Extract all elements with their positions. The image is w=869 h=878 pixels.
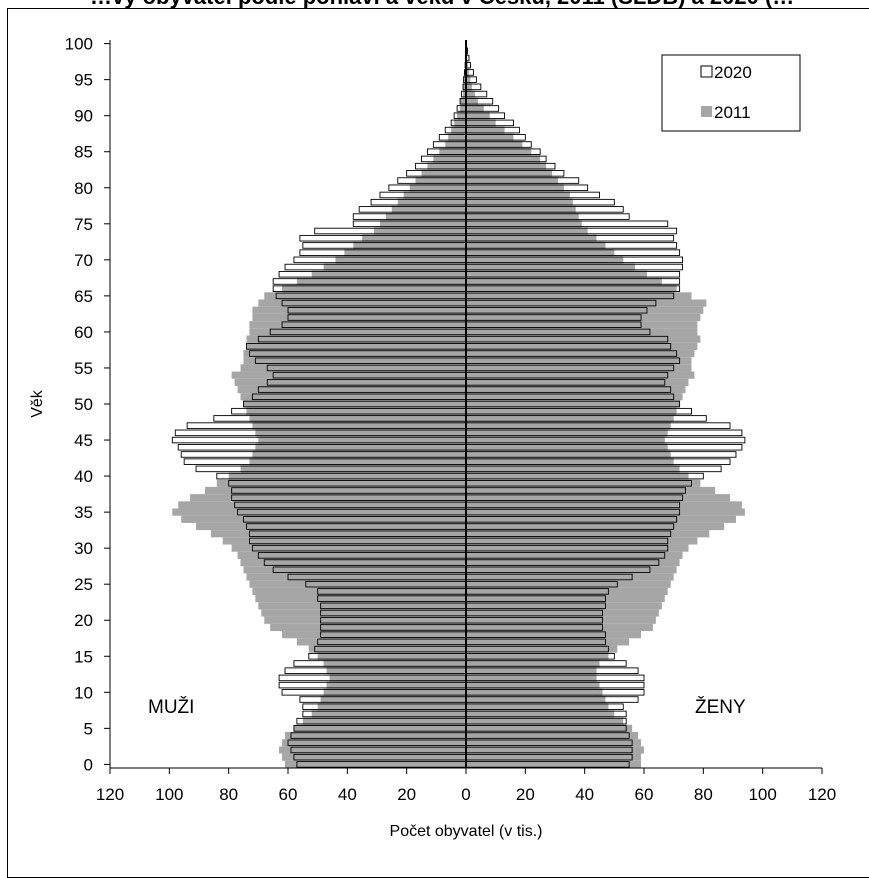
x-tick-label: 120 [808, 785, 836, 804]
y-tick-label: 45 [74, 431, 93, 450]
x-tick-label: 40 [338, 785, 357, 804]
y-tick-label: 90 [74, 107, 93, 126]
y-tick-label: 35 [74, 503, 93, 522]
x-tick-label: 0 [461, 785, 470, 804]
y-axis-ticks: 0 5 10 15 20 25 30 35 40 45 50 55 60 65 70 75 80 85 90 95 10… [65, 35, 110, 775]
y-tick-label: 95 [74, 71, 93, 90]
x-tick-label: 100 [748, 785, 776, 804]
x-axis-ticks: 120 100 80 60 40 20 0 20 40 60 80 100 120 [96, 768, 836, 804]
x-tick-label: 80 [694, 785, 713, 804]
y-axis-title: Věk [29, 389, 46, 418]
legend-swatch-2020 [701, 66, 712, 77]
y-tick-label: 55 [74, 359, 93, 378]
y-tick-label: 0 [84, 755, 93, 774]
x-tick-label: 20 [397, 785, 416, 804]
y-tick-label: 15 [74, 647, 93, 666]
y-tick-label: 10 [74, 683, 93, 702]
x-tick-label: 20 [516, 785, 535, 804]
x-tick-label: 40 [575, 785, 594, 804]
legend-label-2020: 2020 [714, 63, 752, 82]
x-tick-label: 100 [155, 785, 183, 804]
y-tick-label: 85 [74, 143, 93, 162]
y-tick-label: 20 [74, 611, 93, 630]
men-label: MUŽI [148, 696, 194, 718]
women-label: ŽENY [695, 696, 746, 718]
x-tick-label: 120 [96, 785, 124, 804]
y-tick-label: 100 [65, 35, 93, 54]
y-tick-label: 60 [74, 323, 93, 342]
y-tick-label: 5 [84, 719, 93, 738]
x-tick-label: 60 [635, 785, 654, 804]
x-tick-label: 80 [219, 785, 238, 804]
population-pyramid-chart: 120 100 80 60 40 20 0 20 40 60 80 100 120 0 5 10 15 20 25… [0, 0, 869, 859]
legend-label-2011: 2011 [714, 103, 751, 122]
y-tick-label: 40 [74, 467, 93, 486]
y-tick-label: 70 [74, 251, 93, 270]
y-tick-label: 65 [74, 287, 93, 306]
y-tick-label: 80 [74, 179, 93, 198]
y-tick-label: 30 [74, 539, 93, 558]
y-tick-label: 50 [74, 395, 93, 414]
legend-swatch-2011 [701, 106, 712, 117]
legend: 2020 2011 [662, 55, 800, 131]
y-tick-label: 75 [74, 215, 93, 234]
y-tick-label: 25 [74, 575, 93, 594]
x-axis-title: Počet obyvatel (v tis.) [390, 823, 543, 840]
x-tick-label: 60 [279, 785, 298, 804]
